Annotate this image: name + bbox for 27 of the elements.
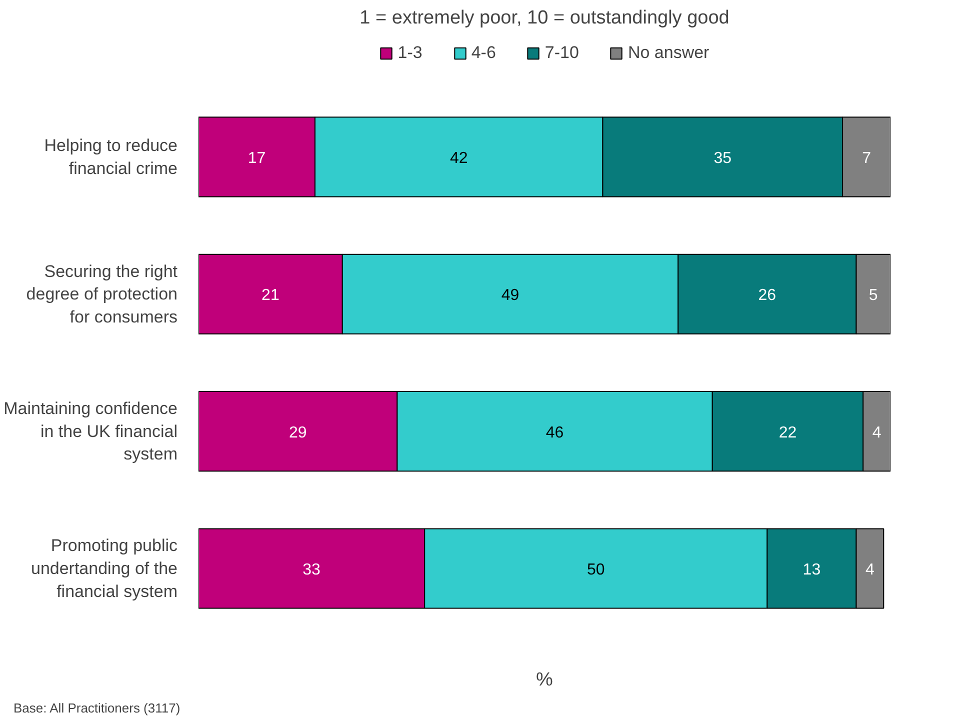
data-label: 49: [501, 287, 520, 304]
data-label: 33: [302, 561, 321, 578]
legend-label: 7-10: [544, 43, 579, 63]
data-label: 22: [778, 424, 797, 442]
y-tick-label: Maintaining confidence in the UK financial system: [4, 399, 178, 464]
data-label: 26: [758, 287, 776, 304]
text: Base: All Practitioners (3117): [14, 700, 180, 716]
data-label: 21: [262, 287, 280, 304]
data-label: 4: [865, 561, 874, 578]
y-tick-label: Promoting public undertanding of the financial system: [30, 536, 178, 601]
data-label: 4: [872, 424, 882, 442]
legend-label: 4-6: [471, 43, 496, 63]
data-label: 42: [450, 150, 468, 167]
y-tick-label: Securing the right degree of protection for consumers: [26, 262, 178, 326]
legend-label: 1-3: [398, 43, 422, 63]
y-tick-label: Helping to reduce financial crime: [44, 136, 178, 178]
legend-label: No answer: [628, 43, 710, 63]
data-label: 29: [288, 424, 307, 442]
data-label: 5: [868, 287, 878, 304]
data-label: 35: [714, 150, 732, 167]
data-label: 13: [802, 561, 821, 578]
data-label: 46: [546, 424, 564, 442]
x-axis-title: %: [536, 670, 554, 690]
data-label: 17: [248, 150, 266, 167]
data-label: 50: [586, 561, 605, 578]
data-label: 7: [862, 150, 872, 167]
chart-title: 1 = extremely poor, 10 = outstandingly good: [360, 8, 730, 28]
